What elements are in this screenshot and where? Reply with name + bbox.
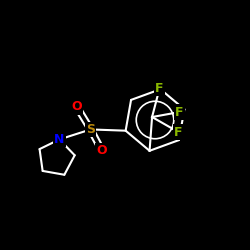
Text: N: N [54,133,64,146]
Text: S: S [86,123,95,136]
Text: O: O [72,100,82,114]
Text: F: F [174,126,182,138]
Text: F: F [155,82,164,95]
Text: O: O [96,144,107,157]
Text: F: F [175,106,184,118]
